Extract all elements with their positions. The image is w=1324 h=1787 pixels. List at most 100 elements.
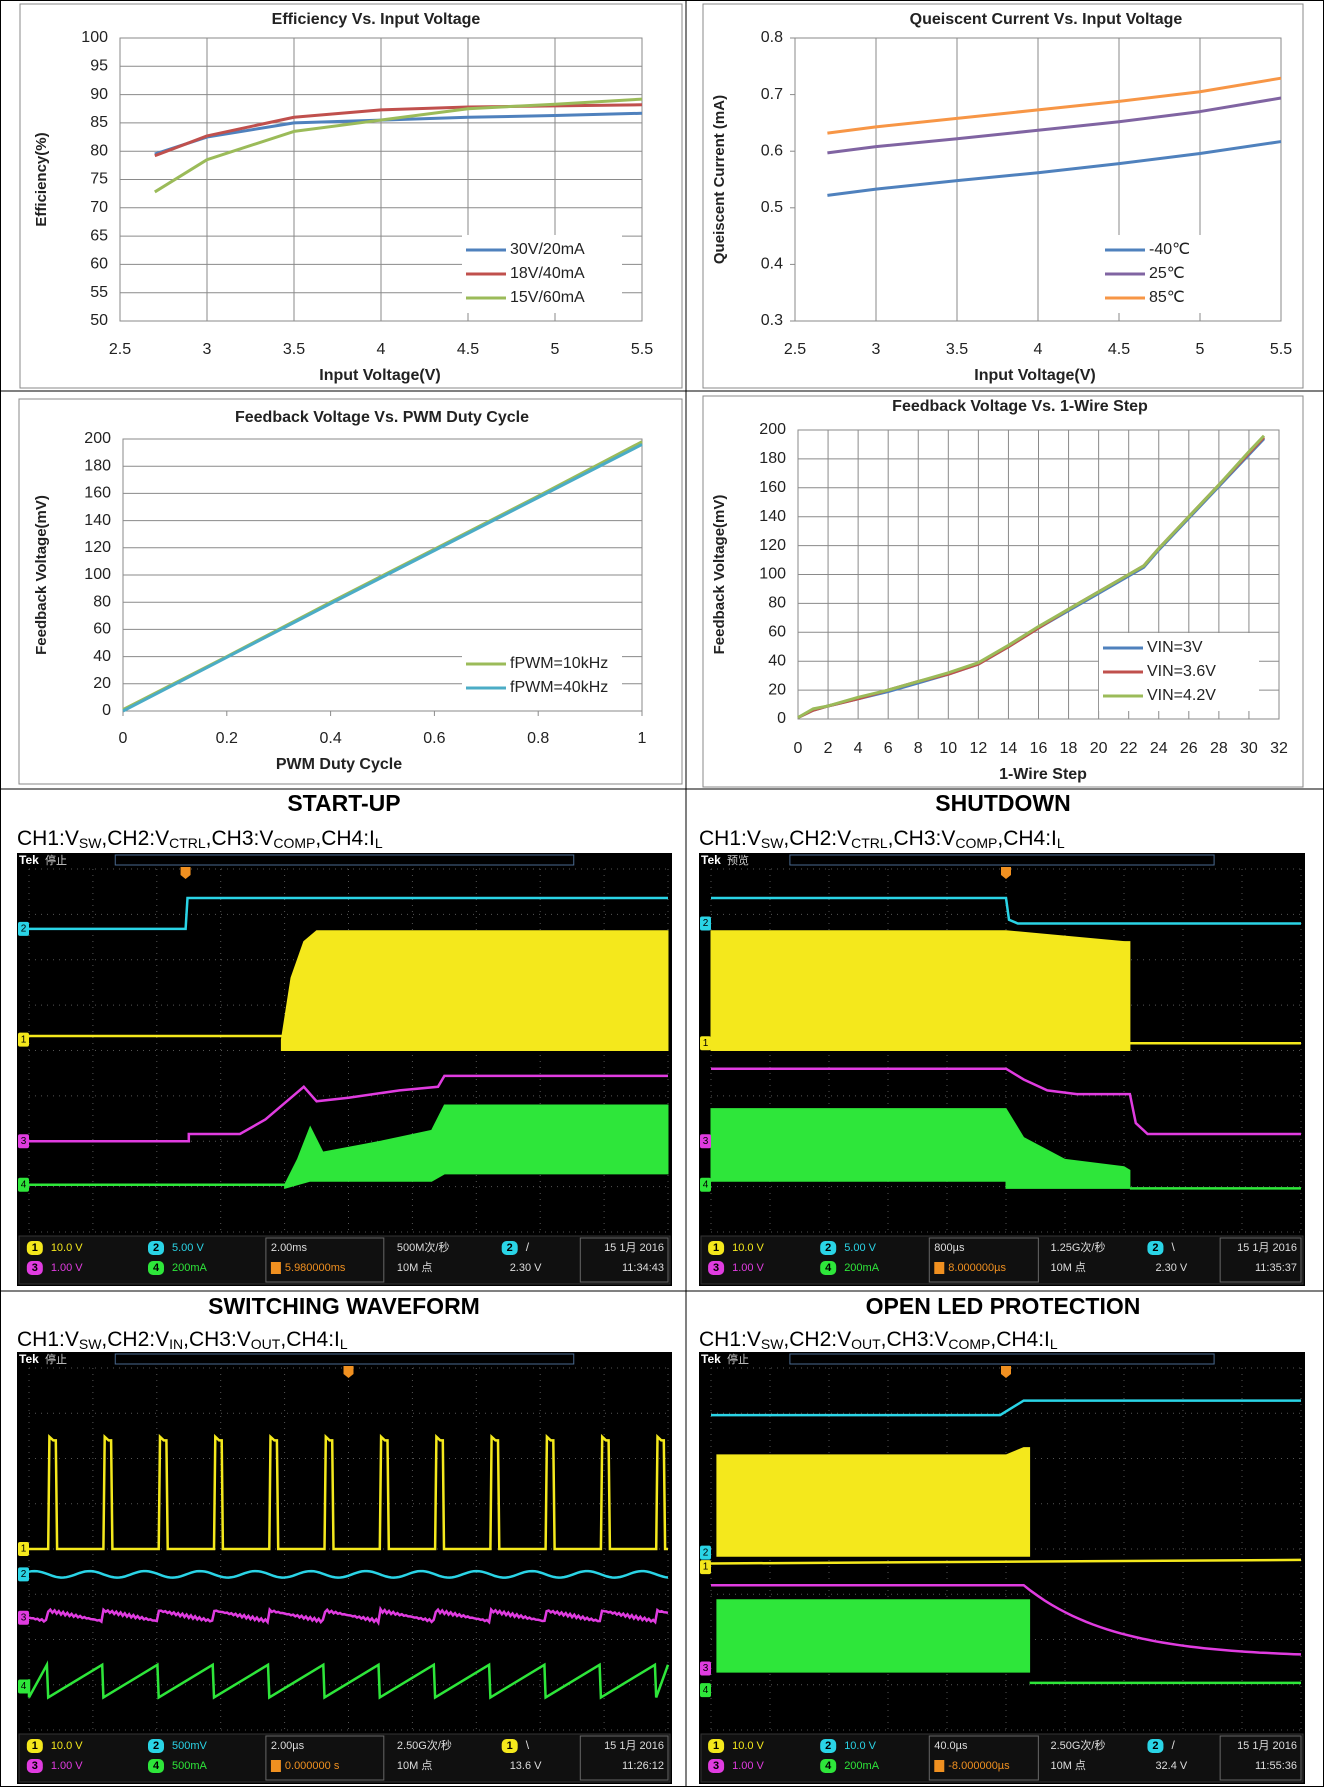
waveform [711, 931, 1130, 1051]
sample-rate: 2.50G次/秒 [1050, 1738, 1105, 1752]
channel-scale: 1.00 V [732, 1760, 764, 1772]
x-tick-label: 4.5 [1108, 341, 1130, 358]
subtitle-part: L [1050, 1336, 1058, 1352]
channel-scale: 200mA [844, 1262, 880, 1274]
y-tick-label: 120 [84, 539, 111, 556]
y-tick-label: 60 [90, 256, 108, 273]
scope-brand: Tek [19, 853, 39, 867]
channel-marker-label: 1 [21, 1544, 27, 1555]
channel-marker-label: 2 [703, 1547, 709, 1558]
y-tick-label: 200 [84, 430, 111, 447]
y-axis-label: Feedback Voltage(mV) [711, 495, 728, 655]
y-tick-label: 0.4 [761, 256, 783, 273]
x-tick-label: 0.4 [319, 730, 341, 747]
channel-badge-label: 1 [507, 1740, 513, 1752]
x-tick-label: 10 [939, 740, 957, 757]
trigger-level: 13.6 V [510, 1760, 542, 1772]
subtitle-part: CH1:V [699, 827, 761, 850]
x-tick-label: 2 [824, 740, 833, 757]
y-tick-label: 55 [90, 284, 108, 301]
channel-scale: 1.00 V [732, 1262, 764, 1274]
subtitle-part: CH1:V [17, 827, 79, 850]
x-axis-label: PWM Duty Cycle [276, 756, 402, 773]
channel-marker-label: 2 [21, 1569, 27, 1580]
channel-badge-label: 2 [1152, 1740, 1158, 1752]
y-tick-label: 180 [84, 457, 111, 474]
x-tick-label: 8 [914, 740, 923, 757]
y-tick-label: 0.5 [761, 199, 783, 216]
channel-marker-label: 4 [21, 1681, 27, 1692]
legend-label: 15V/60mA [510, 289, 585, 306]
channel-scale: 5.00 V [844, 1242, 876, 1254]
channel-scale: 500mV [172, 1740, 208, 1752]
channel-scale: 10.0 V [51, 1242, 83, 1254]
subtitle-part: OUT [851, 1336, 881, 1352]
legend-label: fPWM=40kHz [510, 679, 608, 696]
channel-badge-label: 1 [32, 1242, 38, 1254]
readout-bar [19, 1236, 670, 1284]
y-tick-label: 40 [768, 652, 786, 669]
subtitle-part: CTRL [851, 835, 888, 851]
scope-brand: Tek [701, 1352, 721, 1366]
scope-status: 预览 [727, 853, 749, 867]
channel-marker-label: 4 [703, 1685, 709, 1696]
subtitle-part: CH1:V [699, 1328, 761, 1351]
channel-badge-label: 4 [153, 1262, 160, 1274]
subtitle-part: SW [761, 1336, 784, 1352]
panel-title: SWITCHING WAVEFORM [208, 1293, 480, 1319]
channel-scale: 10.0 V [51, 1740, 83, 1752]
date: 15 1月 2016 [1237, 1740, 1297, 1752]
y-tick-label: 20 [93, 675, 111, 692]
channel-scale: 200mA [172, 1262, 208, 1274]
channel-scale: 200mA [844, 1760, 880, 1772]
channel-badge-label: 2 [1152, 1242, 1158, 1254]
y-tick-label: 65 [90, 227, 108, 244]
y-tick-label: 120 [759, 537, 786, 554]
subtitle-part: ,CH2:V [101, 827, 169, 850]
trigger-position: -8.000000µs [948, 1760, 1010, 1772]
channel-badge-label: 1 [713, 1740, 719, 1752]
timebase: 2.00µs [271, 1740, 305, 1752]
subtitle-part: ,CH4:I [990, 1328, 1050, 1351]
subtitle-part: CH1:V [17, 1328, 79, 1351]
x-tick-label: 4 [1034, 341, 1043, 358]
panel-title: SHUTDOWN [935, 790, 1070, 816]
time: 11:34:43 [622, 1262, 664, 1274]
trigger-level: 32.4 V [1155, 1760, 1187, 1772]
y-tick-label: 50 [90, 312, 108, 329]
date: 15 1月 2016 [604, 1242, 664, 1254]
x-tick-label: 14 [1000, 740, 1018, 757]
y-tick-label: 0.8 [761, 29, 783, 46]
x-tick-label: 5 [551, 341, 560, 358]
subtitle-part: ,CH2:V [783, 827, 851, 850]
y-tick-label: 100 [81, 29, 108, 46]
channel-badge-label: 2 [153, 1242, 159, 1254]
channel-marker-label: 4 [21, 1179, 27, 1190]
chart-title: Feedback Voltage Vs. 1-Wire Step [892, 398, 1148, 415]
readout-bar [19, 1734, 670, 1782]
y-tick-label: 60 [93, 621, 111, 638]
x-tick-label: 24 [1150, 740, 1168, 757]
y-tick-label: 0 [102, 702, 111, 719]
trigger-position: 0.000000 s [285, 1760, 340, 1772]
y-tick-label: 40 [93, 648, 111, 665]
x-tick-label: 5.5 [631, 341, 653, 358]
y-axis-label: Efficiency(%) [33, 132, 50, 226]
channel-marker-label: 2 [703, 918, 709, 929]
panel-title: OPEN LED PROTECTION [866, 1293, 1141, 1319]
page-canvas: 505560657075808590951002.533.544.555.5Ef… [0, 0, 1324, 1787]
channel-scale: 10.0 V [844, 1740, 876, 1752]
legend-label: 25℃ [1149, 265, 1185, 282]
subtitle-part: ,CH2:V [101, 1328, 169, 1351]
x-tick-label: 20 [1090, 740, 1108, 757]
subtitle-part: L [340, 1336, 348, 1352]
scope-status: 停止 [45, 853, 67, 867]
channel-scale: 5.00 V [172, 1242, 204, 1254]
channel-marker-label: 1 [21, 1034, 27, 1045]
channel-marker-label: 1 [703, 1562, 709, 1573]
channel-badge-label: 3 [713, 1262, 719, 1274]
x-tick-label: 0.8 [527, 730, 549, 747]
panel-title: START-UP [287, 790, 400, 816]
scope-screen [17, 853, 672, 1286]
date: 15 1月 2016 [1237, 1242, 1297, 1254]
